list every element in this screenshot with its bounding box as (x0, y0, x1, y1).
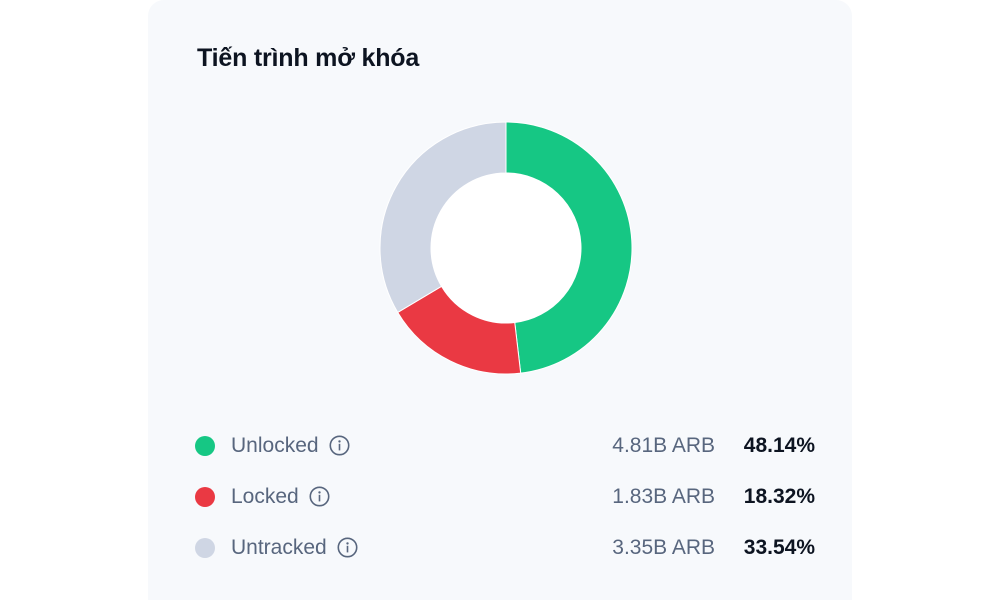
legend-percent-unlocked: 48.14% (743, 433, 815, 457)
legend-dot-unlocked (195, 435, 215, 456)
legend-row-locked: Locked 1.83B ARB 18.32% (195, 471, 815, 522)
legend-percent-untracked: 33.54% (743, 535, 815, 559)
legend-row-unlocked: Unlocked 4.81B ARB 48.14% (195, 420, 815, 471)
donut-hole (431, 173, 581, 323)
info-icon[interactable] (329, 435, 350, 456)
info-icon[interactable] (337, 537, 358, 558)
legend-dot-locked (195, 486, 215, 507)
legend-row-untracked: Untracked 3.35B ARB 33.54% (195, 522, 815, 573)
legend-percent-locked: 18.32% (743, 484, 815, 508)
legend-amount-unlocked: 4.81B ARB (612, 433, 715, 457)
legend-amount-locked: 1.83B ARB (612, 484, 715, 508)
donut-chart-svg (379, 121, 633, 375)
info-icon[interactable] (309, 486, 330, 507)
legend-label-locked: Locked (231, 484, 299, 508)
legend-dot-untracked (195, 537, 215, 558)
unlock-progress-card: Tiến trình mở khóa Unlocked 4.81B ARB 48… (148, 0, 852, 600)
legend-amount-untracked: 3.35B ARB (612, 535, 715, 559)
legend-label-untracked: Untracked (231, 535, 327, 559)
card-title: Tiến trình mở khóa (197, 44, 420, 72)
chart-legend: Unlocked 4.81B ARB 48.14% Locked 1.83B A… (195, 420, 815, 573)
legend-label-unlocked: Unlocked (231, 433, 319, 457)
donut-chart (378, 120, 634, 376)
